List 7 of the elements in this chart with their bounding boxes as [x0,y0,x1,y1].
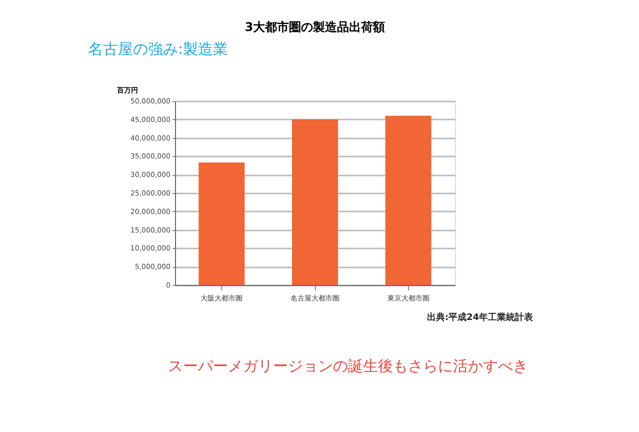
text: スーパーメガリージョンの誕生後もさらに活かすべき [168,357,528,375]
text: 名古屋の強み:製造業 [88,40,228,58]
source-note: 出典:平成24年工業統計表 [426,312,534,323]
bar [292,119,338,285]
chart-title: 3大都市圏の製造品出荷額 [244,20,386,34]
bar [198,162,245,285]
bar [385,116,432,285]
